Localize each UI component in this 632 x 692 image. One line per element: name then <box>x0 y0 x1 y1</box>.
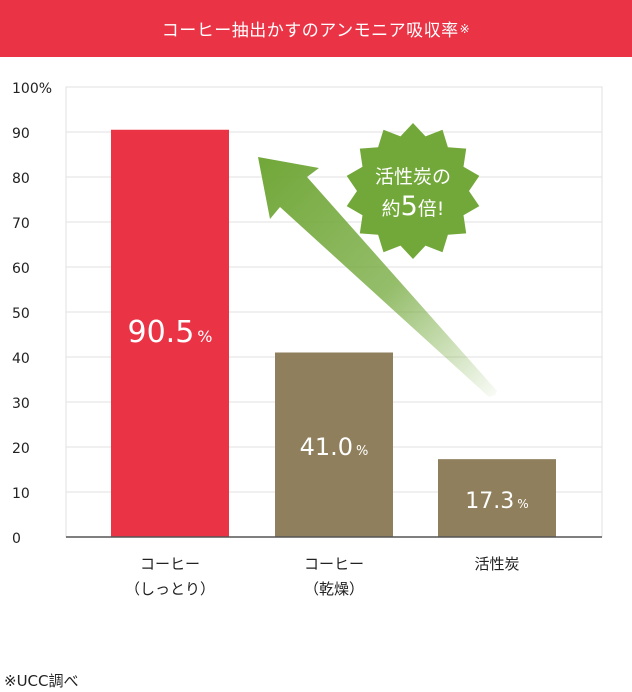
y-tick-label: 10 <box>12 486 30 502</box>
y-tick-label: 80 <box>12 171 30 187</box>
badge-line2: 約5倍! <box>382 191 445 222</box>
badge-prefix: 約 <box>382 198 401 220</box>
bar-value-unit: % <box>517 497 528 511</box>
y-tick-label: 70 <box>12 216 30 232</box>
x-category-sublabel: （しっとり） <box>125 580 215 598</box>
y-tick-label: 40 <box>12 351 30 367</box>
y-tick-label: 100% <box>12 81 52 97</box>
bar-value-number: 17.3 <box>465 489 514 514</box>
x-category-label: コーヒー <box>304 555 364 573</box>
y-tick-label: 50 <box>12 306 30 322</box>
bar-value-label: 17.3% <box>465 489 528 514</box>
bar-value-label: 41.0% <box>300 433 369 461</box>
bar-value-number: 41.0 <box>300 433 353 461</box>
starburst-badge <box>346 123 480 259</box>
increase-arrow <box>258 157 497 397</box>
title-note-mark: ※ <box>459 21 471 36</box>
bar-value-unit: % <box>356 444 368 459</box>
y-tick-label: 0 <box>12 531 21 547</box>
badge-number: 5 <box>401 191 418 222</box>
x-category-label: 活性炭 <box>474 555 519 573</box>
y-tick-label: 60 <box>12 261 30 277</box>
bar-value-number: 90.5 <box>128 315 195 350</box>
chart-title: コーヒー抽出かすのアンモニア吸収率 <box>161 21 459 41</box>
bar <box>275 352 393 537</box>
bar <box>111 129 229 537</box>
footnote: ※UCC調べ <box>4 672 79 690</box>
x-category-sublabel: （乾燥） <box>304 580 364 598</box>
bar-value-label: 90.5% <box>128 315 213 350</box>
badge-line1: 活性炭の <box>375 166 451 188</box>
badge-suffix: 倍! <box>418 198 445 220</box>
chart-area: 0 10 20 30 40 50 60 70 80 90 100% 90.5% 41.0% 17.3% コー… <box>0 57 632 637</box>
bar-value-unit: % <box>197 327 212 346</box>
x-category-label: コーヒー <box>140 555 200 573</box>
chart-title-banner: コーヒー抽出かすのアンモニア吸収率 ※ <box>0 0 632 57</box>
y-tick-label: 90 <box>12 126 30 142</box>
bar <box>438 459 556 537</box>
y-tick-label: 30 <box>12 396 30 412</box>
y-tick-label: 20 <box>12 441 30 457</box>
